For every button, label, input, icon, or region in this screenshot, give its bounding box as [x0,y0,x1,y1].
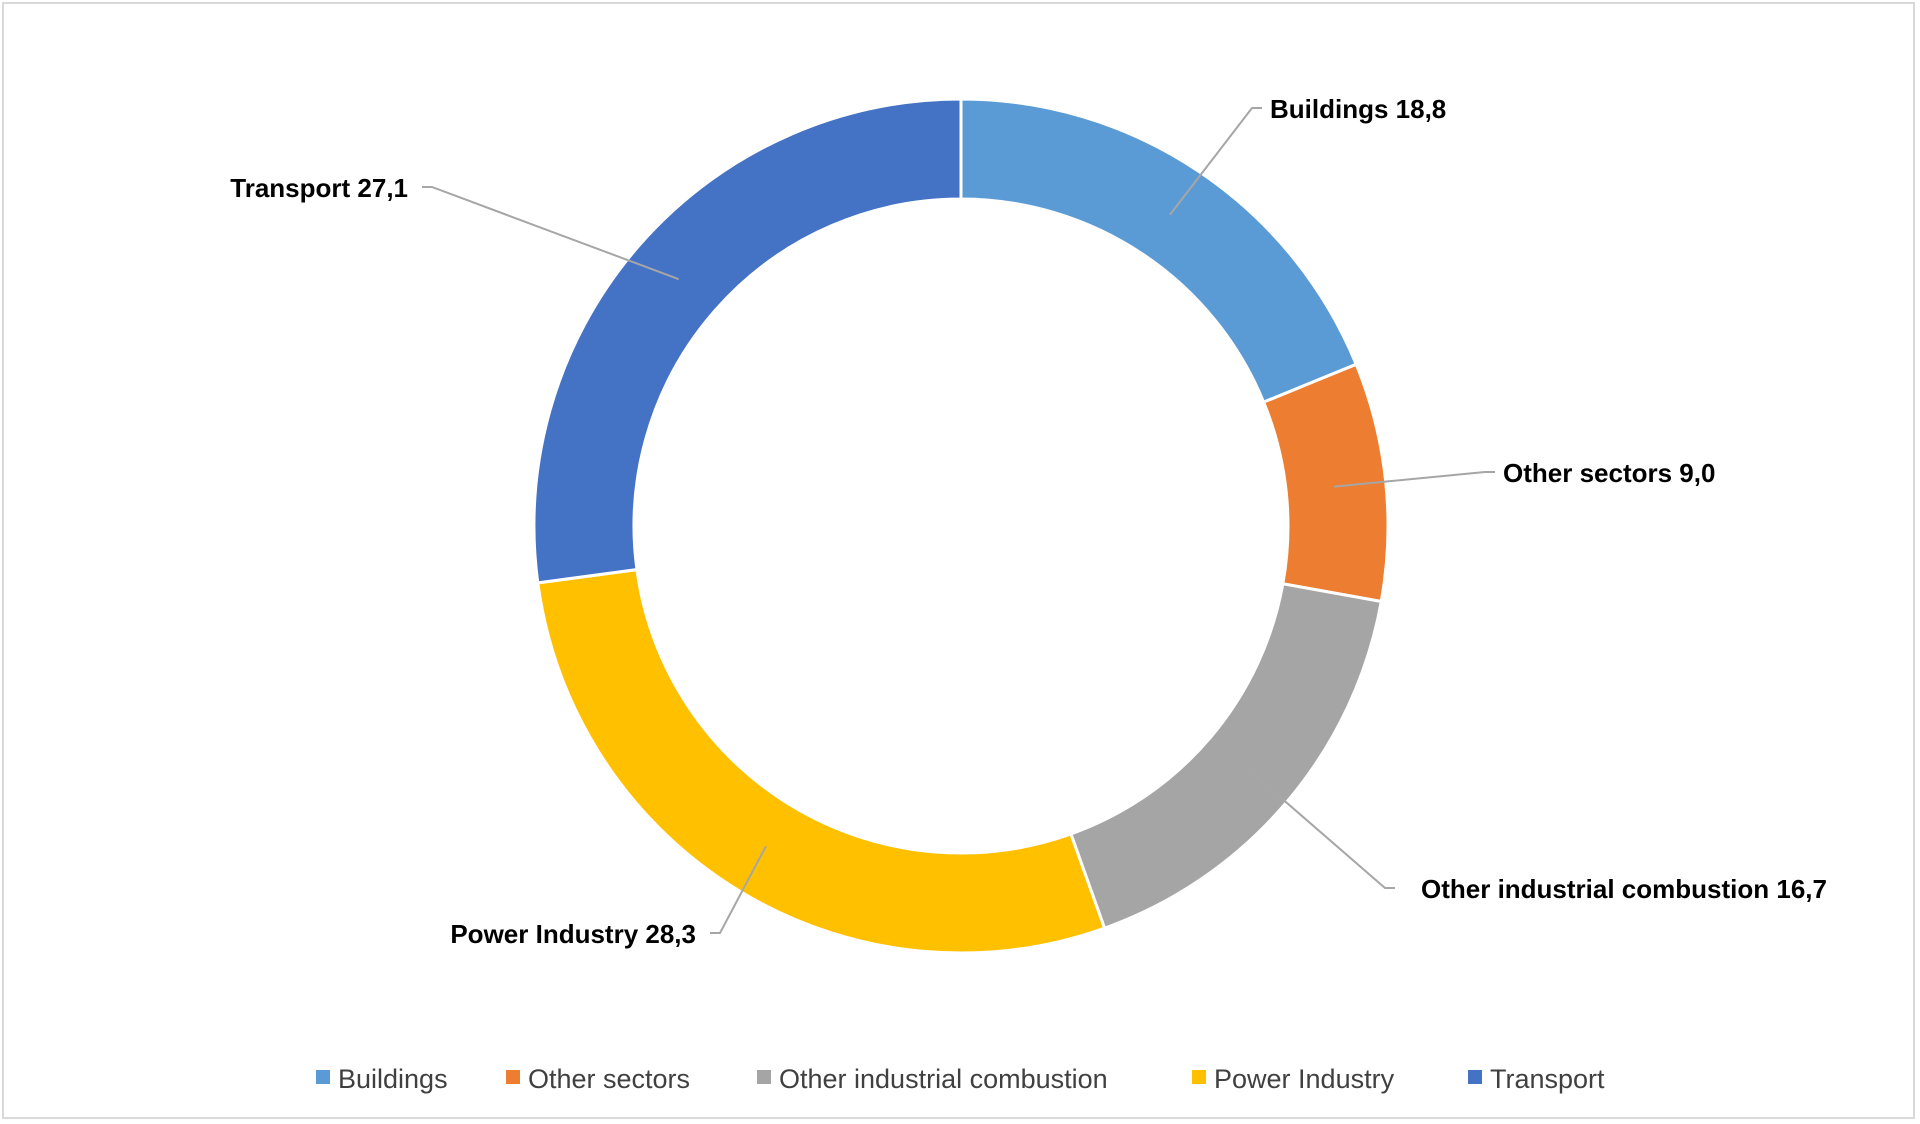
leader-line-other-industrial-combustion [1246,767,1395,889]
doughnut-slices [532,97,1390,955]
data-label-buildings: Buildings 18,8 [1270,94,1446,124]
legend-swatch-power-industry [1192,1070,1206,1084]
leader-line-other-sectors [1333,471,1495,488]
legend-entry-other-sectors: Other sectors [506,1064,690,1094]
legend-entry-power-industry: Power Industry [1192,1064,1395,1094]
legend-entry-transport: Transport [1468,1064,1605,1094]
slice-buildings [959,97,1359,405]
legend-label-other-sectors: Other sectors [528,1064,690,1094]
legend-label-transport: Transport [1490,1064,1605,1094]
slice-transport [532,97,963,585]
data-label-transport: Transport 27,1 [230,173,408,203]
slice-other-industrial-combustion [1068,582,1384,931]
data-label-power-industry: Power Industry 28,3 [450,919,696,949]
legend-swatch-other-industrial-combustion [757,1070,771,1084]
data-label-other-sectors: Other sectors 9,0 [1503,458,1715,488]
legend-swatch-other-sectors [506,1070,520,1084]
legend-label-buildings: Buildings [338,1064,448,1094]
leader-lines [422,107,1495,934]
legend-label-other-industrial-combustion: Other industrial combustion [779,1064,1108,1094]
chart-legend: Buildings Other sectors Other industrial c… [316,1064,1605,1094]
leader-line-transport [422,186,680,281]
data-labels: Buildings 18,8 Other sectors 9,0 Other ind… [230,94,1827,949]
slice-power-industry [536,567,1107,955]
leader-line-buildings [1169,107,1262,216]
legend-swatch-buildings [316,1070,330,1084]
legend-entry-other-industrial-combustion: Other industrial combustion [757,1064,1108,1094]
legend-swatch-transport [1468,1070,1482,1084]
legend-label-power-industry: Power Industry [1214,1064,1395,1094]
data-label-other-industrial-combustion: Other industrial combustion 16,7 [1421,874,1827,904]
leader-line-power-industry [710,845,767,934]
legend-entry-buildings: Buildings [316,1064,448,1094]
